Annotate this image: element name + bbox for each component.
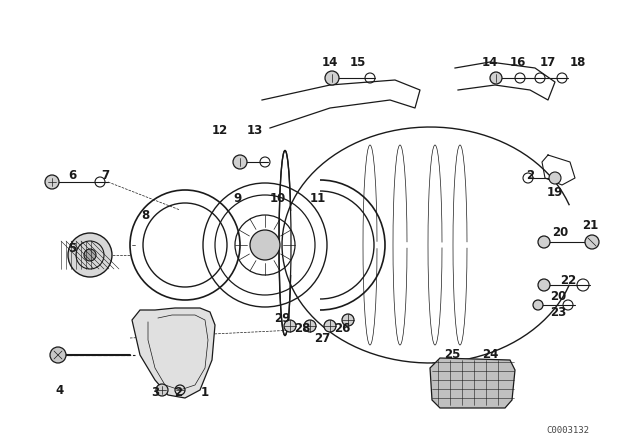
Circle shape	[324, 320, 336, 332]
Text: 2: 2	[526, 168, 534, 181]
Polygon shape	[132, 308, 215, 398]
Circle shape	[585, 235, 599, 249]
Text: 28: 28	[294, 322, 310, 335]
Text: 20: 20	[552, 225, 568, 238]
Text: 21: 21	[582, 219, 598, 232]
Text: 17: 17	[540, 56, 556, 69]
Text: 4: 4	[56, 383, 64, 396]
Circle shape	[68, 233, 112, 277]
Text: 14: 14	[482, 56, 498, 69]
Text: 10: 10	[270, 191, 286, 204]
Text: 23: 23	[550, 306, 566, 319]
Text: 9: 9	[234, 191, 242, 204]
Circle shape	[533, 300, 543, 310]
Text: 29: 29	[274, 311, 290, 324]
Circle shape	[250, 230, 280, 260]
Text: 1: 1	[201, 387, 209, 400]
Text: 7: 7	[101, 168, 109, 181]
Text: 15: 15	[350, 56, 366, 69]
Circle shape	[233, 155, 247, 169]
Circle shape	[45, 175, 59, 189]
Circle shape	[538, 279, 550, 291]
Text: 8: 8	[141, 208, 149, 221]
Text: 14: 14	[322, 56, 338, 69]
Text: 12: 12	[212, 124, 228, 137]
Text: 25: 25	[444, 349, 460, 362]
Text: 5: 5	[68, 241, 76, 254]
Text: 16: 16	[510, 56, 526, 69]
Text: 13: 13	[247, 124, 263, 137]
Circle shape	[342, 314, 354, 326]
Text: 2: 2	[174, 387, 182, 400]
Text: 20: 20	[550, 289, 566, 302]
Text: 19: 19	[547, 185, 563, 198]
Circle shape	[156, 384, 168, 396]
Text: 22: 22	[560, 273, 576, 287]
Polygon shape	[430, 358, 515, 408]
Circle shape	[284, 320, 296, 332]
Circle shape	[325, 71, 339, 85]
Circle shape	[490, 72, 502, 84]
Text: 26: 26	[334, 322, 350, 335]
Text: C0003132: C0003132	[547, 426, 589, 435]
Circle shape	[549, 172, 561, 184]
Text: 24: 24	[482, 349, 498, 362]
Text: 11: 11	[310, 191, 326, 204]
Text: 27: 27	[314, 332, 330, 345]
Circle shape	[538, 236, 550, 248]
Text: 3: 3	[151, 387, 159, 400]
Text: 18: 18	[570, 56, 586, 69]
Circle shape	[84, 249, 96, 261]
Circle shape	[50, 347, 66, 363]
Text: 6: 6	[68, 168, 76, 181]
Circle shape	[304, 320, 316, 332]
